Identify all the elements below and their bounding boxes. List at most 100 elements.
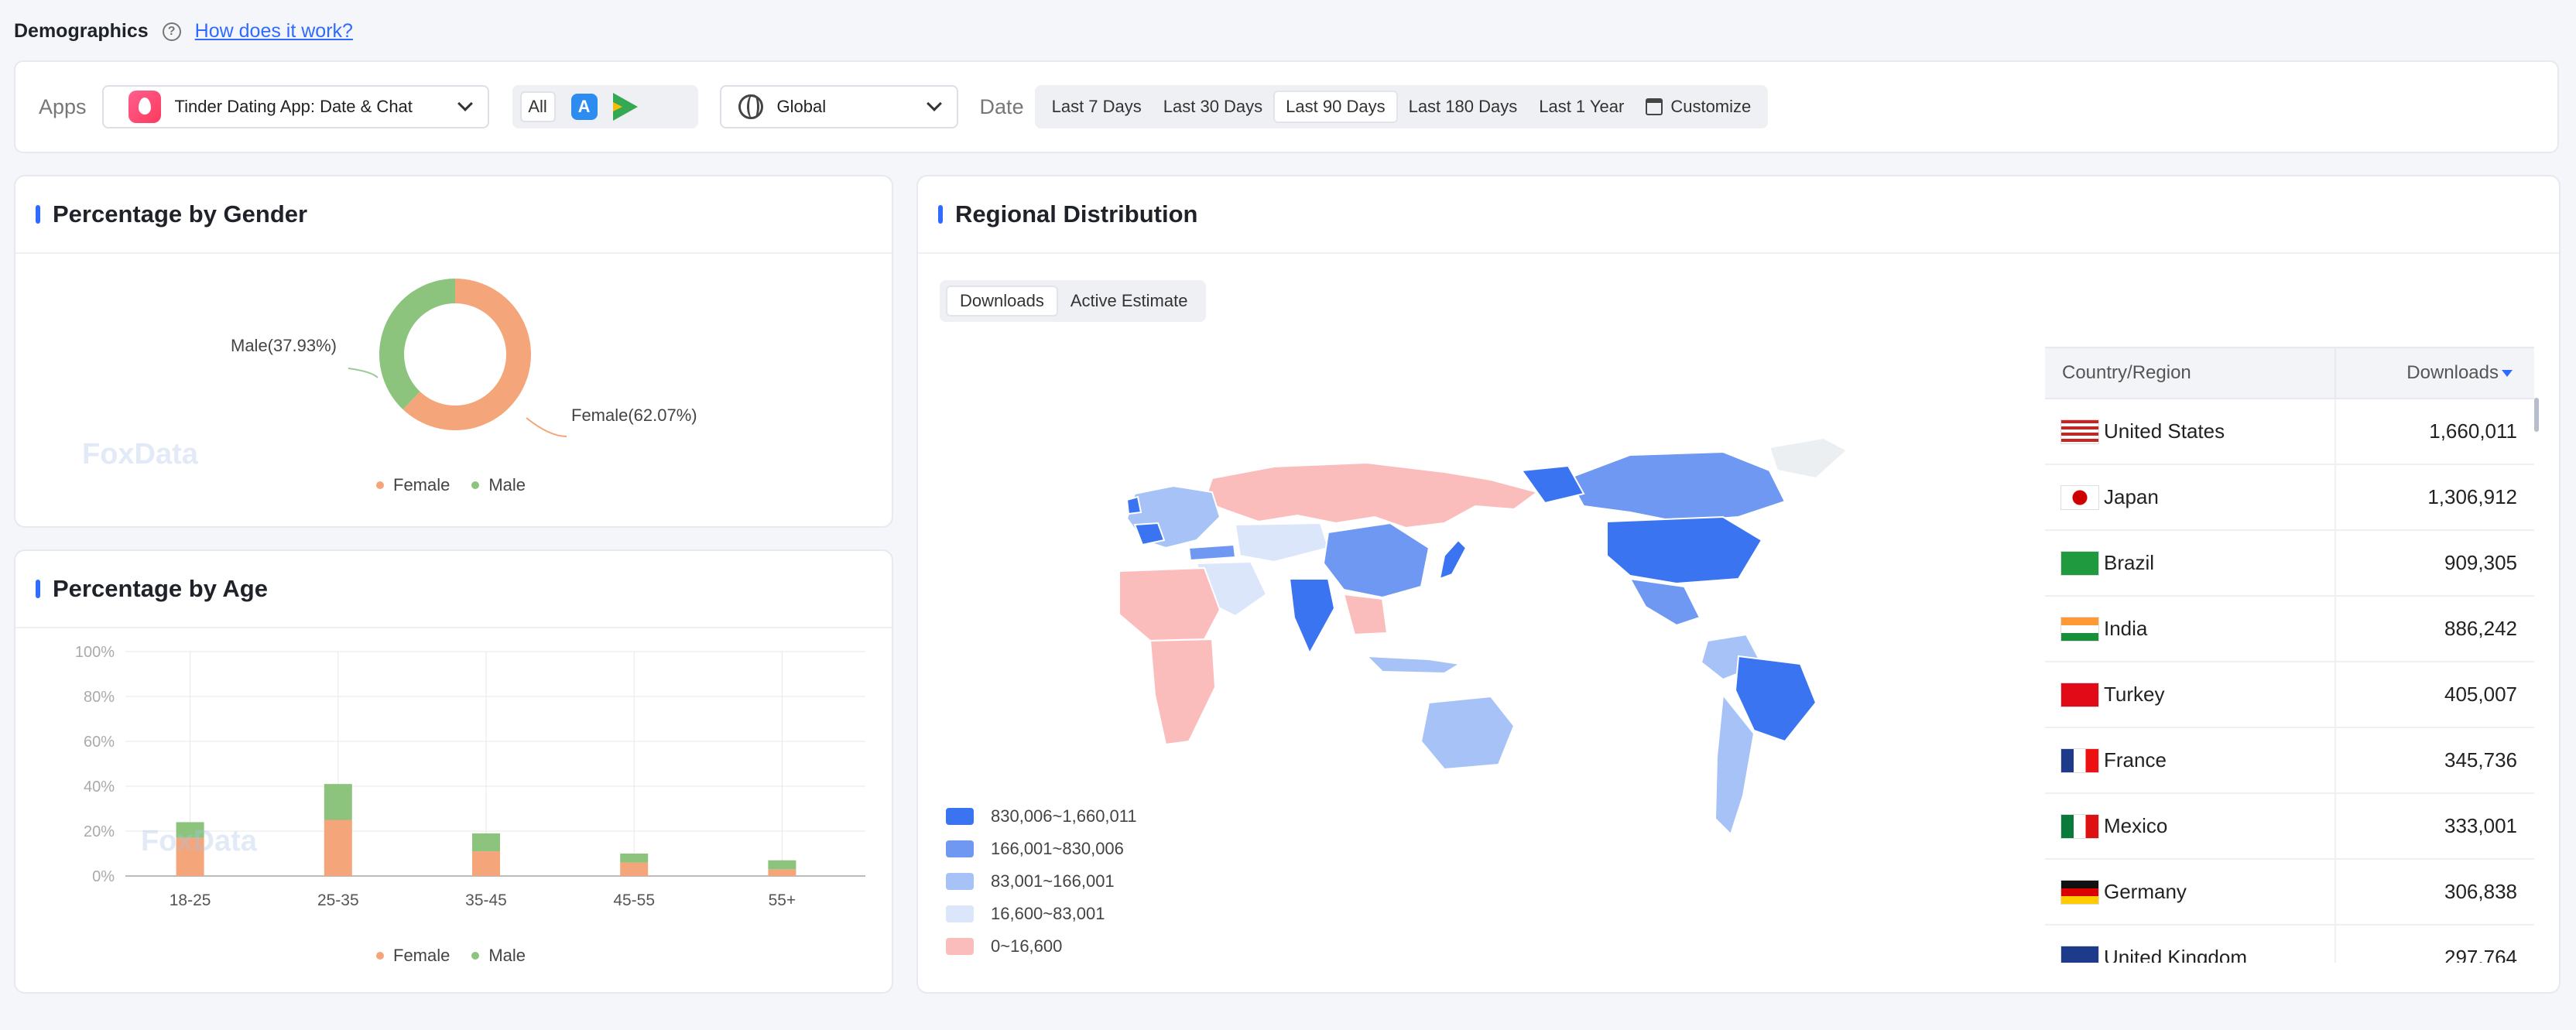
gender-legend: Female Male	[376, 475, 526, 495]
legend-item-female[interactable]: Female	[376, 946, 450, 966]
date-label: Date	[979, 94, 1024, 118]
map-region-alaska	[1520, 464, 1585, 505]
flag-in-icon	[2060, 616, 2099, 642]
bar-female-25-35[interactable]	[324, 820, 352, 877]
table-row[interactable]: Germany 306,838	[2045, 860, 2534, 926]
date-option-90d[interactable]: Last 90 Days	[1273, 91, 1398, 123]
bar-female-45-55[interactable]	[620, 862, 649, 876]
flag-tr-icon	[2060, 682, 2099, 707]
flag-de-icon	[2060, 879, 2099, 905]
male-data-label: Male(37.93%)	[231, 336, 337, 355]
downloads-header-label: Downloads	[2406, 362, 2499, 383]
world-map[interactable]	[1042, 432, 2048, 912]
map-legend-item[interactable]: 83,001~166,001	[946, 865, 1137, 898]
col-country-header: Country/Region	[2045, 348, 2336, 398]
bar-male-25-35[interactable]	[324, 784, 352, 820]
downloads-cell: 306,838	[2444, 880, 2517, 903]
table-row[interactable]: India 886,242	[2045, 597, 2534, 662]
country-cell: Germany	[2045, 860, 2336, 924]
donut-slice-female[interactable]	[402, 279, 531, 430]
google-play-icon[interactable]	[612, 93, 638, 121]
table-row[interactable]: Turkey 405,007	[2045, 662, 2534, 728]
country-name: Japan	[2104, 485, 2159, 508]
female-data-label: Female(62.07%)	[571, 405, 697, 425]
table-header: Country/Region Downloads	[2045, 348, 2534, 399]
tab-downloads[interactable]: Downloads	[946, 286, 1058, 317]
table-scrollbar[interactable]	[2534, 398, 2539, 432]
x-tick-label: 35-45	[465, 891, 507, 909]
y-tick-label: 60%	[84, 734, 115, 751]
map-legend-item[interactable]: 830,006~1,660,011	[946, 800, 1137, 833]
table-row[interactable]: Japan 1,306,912	[2045, 465, 2534, 531]
bar-female-55+[interactable]	[768, 869, 796, 876]
downloads-cell: 405,007	[2444, 683, 2517, 706]
date-option-1y[interactable]: Last 1 Year	[1539, 97, 1625, 116]
legend-range: 0~16,600	[991, 936, 1063, 956]
col-downloads-header[interactable]: Downloads	[2336, 362, 2534, 384]
age-card-title: Percentage by Age	[53, 575, 268, 602]
map-legend-item[interactable]: 16,600~83,001	[946, 898, 1137, 930]
store-all-button[interactable]: All	[519, 91, 556, 122]
legend-swatch	[946, 840, 974, 857]
app-name: Tinder Dating App: Date & Chat	[174, 97, 413, 116]
downloads-cell: 1,660,011	[2429, 419, 2517, 443]
map-legend-item[interactable]: 0~16,600	[946, 930, 1137, 963]
downloads-cell: 886,242	[2444, 617, 2517, 640]
date-option-180d[interactable]: Last 180 Days	[1408, 97, 1518, 116]
male-dot	[471, 481, 480, 489]
region-selector[interactable]: Global	[719, 85, 958, 128]
downloads-cell: 345,736	[2444, 748, 2517, 772]
female-dot	[376, 481, 384, 489]
customize-date-button[interactable]: Customize	[1635, 91, 1762, 123]
legend-item-male[interactable]: Male	[471, 475, 526, 495]
globe-icon	[738, 94, 763, 119]
table-row[interactable]: United States 1,660,011	[2045, 399, 2534, 465]
legend-label: Male	[488, 475, 526, 494]
bar-male-35-45[interactable]	[472, 833, 500, 852]
bar-male-55+[interactable]	[768, 860, 796, 870]
map-region-indonesia	[1365, 655, 1462, 675]
metric-tabs: Downloads Active Estimate	[940, 280, 1207, 322]
tab-active-estimate[interactable]: Active Estimate	[1070, 291, 1188, 310]
bar-female-18-25[interactable]	[176, 837, 204, 876]
date-option-30d[interactable]: Last 30 Days	[1163, 97, 1263, 116]
calendar-icon	[1646, 98, 1663, 115]
how-it-works-link[interactable]: How does it work?	[194, 20, 353, 42]
table-row[interactable]: Brazil 909,305	[2045, 531, 2534, 597]
region-value: Global	[776, 97, 827, 116]
table-row[interactable]: Mexico 333,001	[2045, 794, 2534, 860]
legend-range: 830,006~1,660,011	[991, 806, 1137, 826]
legend-label: Male	[488, 946, 526, 965]
flag-mx-icon	[2060, 813, 2099, 839]
y-tick-label: 0%	[92, 868, 115, 885]
y-tick-label: 80%	[84, 689, 115, 706]
legend-item-female[interactable]: Female	[376, 475, 450, 495]
customize-label: Customize	[1670, 97, 1752, 116]
flag-gb-icon	[2060, 945, 2099, 963]
title-accent	[938, 205, 943, 224]
map-region-south-america-south	[1714, 693, 1756, 836]
app-selector[interactable]: Tinder Dating App: Date & Chat	[101, 85, 489, 128]
regional-card: Regional Distribution Downloads Active E…	[916, 175, 2561, 994]
table-row[interactable]: France 345,736	[2045, 728, 2534, 794]
legend-item-male[interactable]: Male	[471, 946, 526, 966]
country-cell: India	[2045, 597, 2336, 661]
y-tick-label: 20%	[84, 823, 115, 840]
app-store-icon[interactable]: A	[570, 94, 598, 120]
store-filter: All A	[512, 85, 698, 128]
sort-icon[interactable]	[2502, 370, 2513, 378]
flag-br-icon	[2060, 550, 2099, 576]
bar-male-45-55[interactable]	[620, 854, 649, 863]
table-row[interactable]: United Kingdom 297,764	[2045, 926, 2534, 963]
chevron-down-icon	[926, 96, 942, 111]
bar-female-35-45[interactable]	[472, 851, 500, 876]
map-region-brazil	[1734, 655, 1817, 743]
date-option-7d[interactable]: Last 7 Days	[1051, 97, 1142, 116]
map-legend: 830,006~1,660,011 166,001~830,006 83,001…	[946, 800, 1137, 963]
help-icon[interactable]: ?	[162, 22, 181, 41]
downloads-cell: 297,764	[2444, 946, 2517, 963]
donut-slice-male[interactable]	[379, 279, 455, 410]
bar-male-18-25[interactable]	[176, 822, 204, 838]
x-tick-label: 55+	[769, 891, 796, 909]
map-legend-item[interactable]: 166,001~830,006	[946, 833, 1137, 865]
